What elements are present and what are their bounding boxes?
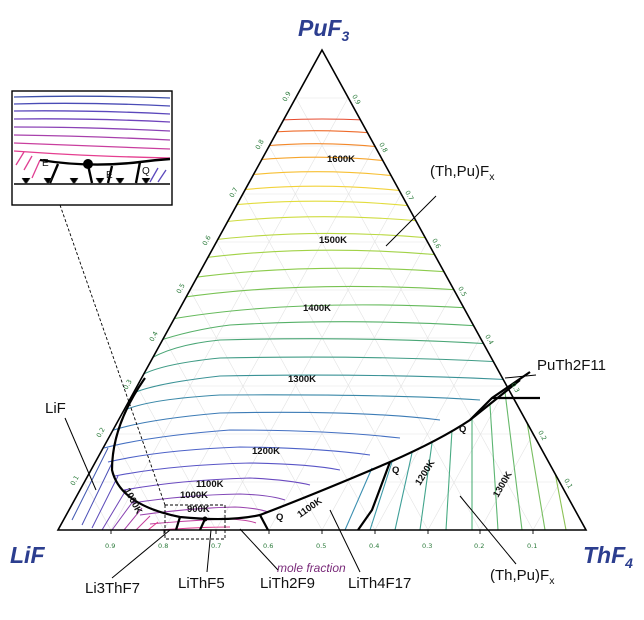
inset-label-q: Q	[142, 166, 150, 177]
vertex-label-lif: LiF	[10, 542, 45, 568]
vertex-label-puf3: PuF3	[298, 15, 349, 44]
left-tick: 0.8	[254, 138, 266, 151]
left-tick: 0.5	[175, 282, 187, 295]
isotherm-label: 1000K	[180, 490, 208, 501]
vertex-label-thf4: ThF4	[583, 542, 633, 571]
bottom-tick: 0.2	[474, 542, 484, 550]
left-tick: 0.4	[148, 330, 160, 343]
lif-field-contours	[71, 447, 159, 530]
grid-lines	[83, 97, 561, 530]
bottom-tick: 0.4	[369, 542, 379, 550]
left-tick: 0.7	[228, 186, 240, 199]
mole-fraction-label: mole fraction	[277, 561, 346, 575]
q-marker: Q	[392, 465, 399, 476]
leader-lines	[64, 195, 537, 579]
inset-eutectic-point	[83, 159, 93, 169]
zoom-region-box	[164, 504, 226, 540]
inset-label-e2: E	[106, 170, 113, 181]
phase-label-lif: LiF	[45, 400, 66, 417]
right-tick: 0.1	[562, 477, 574, 490]
bottom-tick: 0.3	[422, 542, 432, 550]
bottom-tick: 0.7	[211, 542, 221, 550]
isotherm-label: 900K	[187, 504, 210, 515]
phase-label-thpu-upper: (Th,Pu)Fx	[430, 163, 495, 183]
bottom-tick: 0.6	[263, 542, 273, 550]
phase-label-li3thf7: Li3ThF7	[85, 580, 140, 597]
bottom-axis-ticks: 0.9 0.8 0.7 0.6 0.5 0.4 0.3 0.2 0.1	[105, 542, 537, 550]
bottom-tick: 0.5	[316, 542, 326, 550]
phase-label-lithf5: LiThF5	[178, 575, 225, 592]
left-tick: 0.3	[122, 378, 134, 391]
bottom-tick: 0.1	[527, 542, 537, 550]
isotherm-label: 1500K	[319, 235, 347, 246]
isotherm-label: 1100K	[196, 479, 224, 490]
isotherm-label: 1200K	[252, 446, 280, 457]
inset-zoom-panel: E E Q	[11, 90, 173, 206]
phase-label-puth2f11: PuTh2F11	[537, 357, 606, 374]
tick-marks	[110, 530, 534, 534]
phase-label-lith4f17: LiTh4F17	[348, 575, 411, 592]
isotherm-label: 1600K	[327, 154, 355, 165]
phase-label-lith2f9: LiTh2F9	[260, 575, 315, 592]
zoom-connector-line	[59, 204, 166, 506]
isotherm-label: 1200K	[413, 458, 437, 488]
isotherm-label: 1300K	[288, 374, 316, 385]
left-axis-ticks: 0.1 0.2 0.3 0.4 0.5 0.6 0.7 0.8 0.9	[69, 90, 293, 487]
left-tick: 0.1	[69, 474, 81, 487]
right-tick: 0.4	[483, 333, 495, 346]
left-tick: 0.9	[281, 90, 293, 103]
inset-label-e1: E	[42, 158, 49, 169]
right-tick: 0.6	[430, 237, 442, 250]
q-marker: Q	[459, 424, 466, 435]
phase-label-thpu-lower: (Th,Pu)Fx	[490, 567, 555, 587]
q-markers: Q Q Q	[276, 424, 466, 523]
q-marker: Q	[276, 512, 283, 523]
bottom-tick: 0.8	[158, 542, 168, 550]
phase-boundaries	[110, 371, 540, 531]
eutectic-point	[202, 516, 208, 522]
bottom-tick: 0.9	[105, 542, 115, 550]
right-tick: 0.2	[536, 429, 548, 442]
left-tick: 0.6	[201, 234, 213, 247]
isotherm-label: 1400K	[303, 303, 331, 314]
liquidus-contours	[103, 118, 516, 530]
left-tick: 0.2	[95, 426, 107, 439]
